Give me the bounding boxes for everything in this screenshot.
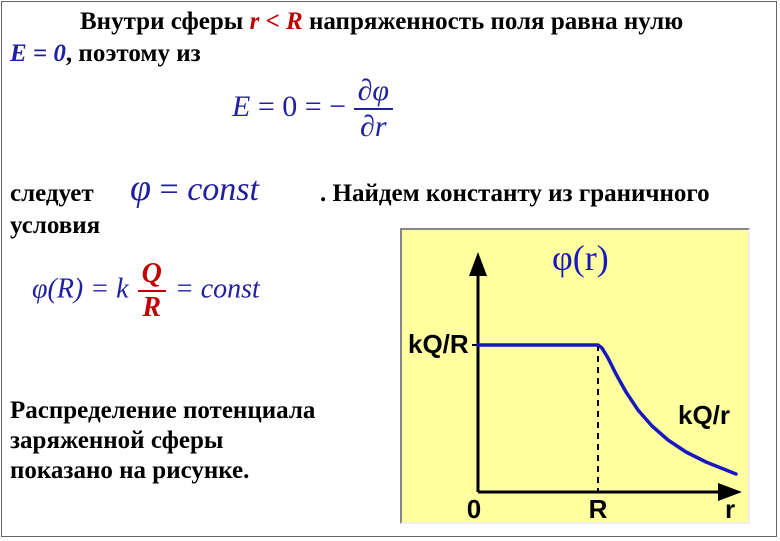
l5a: Распределение потенциала	[10, 397, 315, 424]
phi-symbol: φ	[130, 167, 151, 209]
l2-suffix: , поэтому из	[66, 40, 201, 67]
phi-const: φ = const	[130, 166, 259, 210]
phi-const-text: const	[187, 171, 259, 208]
potential-chart: φ(r) kQ/R kQ/r 0 Rr	[400, 228, 750, 524]
eq2-den: R	[138, 292, 166, 322]
l3b-rest: Найдем константу из граничного	[326, 180, 709, 207]
line-5: Распределение потенциала заряженной сфер…	[10, 396, 315, 486]
l5c: показано на рисунке.	[10, 457, 249, 484]
eq2-rhs: = const	[175, 273, 260, 304]
eq2-frac: Q R	[138, 260, 166, 322]
svg-text:R: R	[589, 494, 608, 522]
l1-suffix: напряженность поля равна нулю	[303, 8, 684, 35]
equation-1: E = 0 = − ∂φ ∂r	[232, 76, 393, 142]
svg-text:kQ/R: kQ/R	[408, 329, 469, 359]
svg-text:0: 0	[467, 494, 481, 522]
equation-2: φ(R) = k Q R = const	[32, 260, 260, 322]
l1-ineq-l: r	[250, 8, 260, 35]
chart-svg: φ(r) kQ/R kQ/r 0 Rr	[402, 230, 748, 522]
eq1-num: ∂φ	[354, 76, 393, 110]
eq2-num: Q	[138, 260, 166, 292]
svg-text:r: r	[725, 494, 735, 522]
line-1: Внутри сферы r < R напряженность поля ра…	[80, 8, 770, 36]
eq1-den: ∂r	[354, 110, 393, 142]
eq1-frac: ∂φ ∂r	[354, 76, 393, 142]
svg-text:φ(r): φ(r)	[552, 238, 609, 278]
line-4: условия	[10, 212, 100, 240]
line-3a: следует	[10, 180, 94, 208]
l5b: заряженной сферы	[10, 427, 223, 454]
eq1-eq: = 0 =	[250, 90, 329, 123]
eq2-lhs: φ(R) = k	[32, 273, 129, 304]
phi-eq: =	[151, 171, 187, 208]
svg-text:kQ/r: kQ/r	[678, 400, 730, 430]
l1-ineq-r: R	[286, 8, 303, 35]
line-3b: . Найдем константу из граничного	[320, 180, 710, 208]
eq1-lhs: E	[232, 90, 250, 123]
line-2: E = 0, поэтому из	[10, 40, 201, 68]
l1-ineq-op: <	[259, 8, 286, 35]
l2-e0: E = 0	[10, 40, 66, 67]
l1-prefix: Внутри сферы	[80, 8, 250, 35]
eq1-minus: −	[329, 90, 346, 123]
